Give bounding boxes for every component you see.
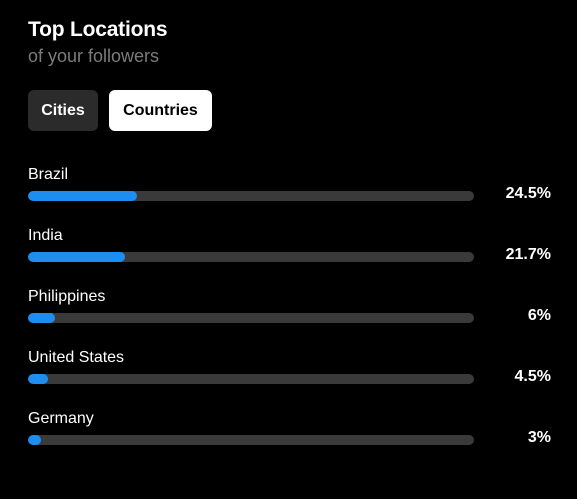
progress-fill [28,435,42,445]
progress-fill [28,252,125,262]
progress-track [28,252,474,262]
location-row-philippines: Philippines 6% [28,286,553,347]
progress-track [28,313,474,323]
progress-fill [28,374,49,384]
location-name: United States [28,349,125,366]
progress-track [28,435,474,445]
location-name: India [28,227,63,244]
tab-cities[interactable]: Cities [28,90,98,131]
tab-countries[interactable]: Countries [109,90,212,131]
progress-fill [28,313,55,323]
page-title: Top Locations [28,18,168,41]
location-name: Germany [28,410,94,427]
locations-list: Brazil 24.5% India 21.7% Philippines 6% … [28,164,553,469]
location-type-tabs: Cities Countries [28,90,212,131]
progress-track [28,191,474,201]
location-percent: 21.7% [505,246,551,263]
progress-track [28,374,474,384]
location-row-brazil: Brazil 24.5% [28,164,553,225]
location-percent: 6% [527,307,551,324]
location-row-united-states: United States 4.5% [28,347,553,408]
location-percent: 4.5% [514,368,551,385]
location-name: Brazil [28,166,69,183]
page-subtitle: of your followers [28,46,160,66]
location-row-india: India 21.7% [28,225,553,286]
location-row-germany: Germany 3% [28,408,553,469]
location-percent: 3% [527,429,551,446]
location-percent: 24.5% [505,185,551,202]
location-name: Philippines [28,288,106,305]
progress-fill [28,191,138,201]
